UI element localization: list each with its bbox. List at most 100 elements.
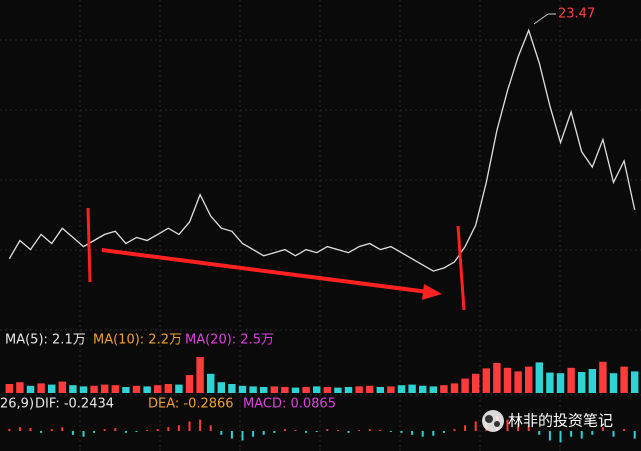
macd-bar (580, 431, 583, 439)
macd-bar (421, 431, 424, 437)
volume-bar (16, 382, 24, 393)
macd-bar (336, 430, 339, 431)
macd-bar (379, 430, 382, 431)
volume-bar (69, 385, 77, 393)
macd-bar (50, 429, 53, 431)
volume-bar (344, 387, 353, 393)
volume-bar (122, 387, 130, 393)
macd-bar (326, 429, 329, 431)
macd-bar (103, 429, 106, 431)
volume-bar (291, 387, 300, 393)
macd-bar (294, 430, 297, 431)
macd-bar (177, 425, 180, 431)
macd-bar (252, 431, 255, 437)
volume-bar (408, 384, 416, 393)
volume-bar (524, 366, 533, 393)
volume-bar (450, 383, 459, 393)
volume-bar (630, 371, 639, 393)
macd-bar (527, 425, 530, 431)
volume-bar (440, 385, 448, 393)
macd-bar (146, 430, 149, 431)
peak-label: 23.47 (558, 7, 595, 22)
volume-bar (471, 373, 480, 393)
volume-bar (5, 384, 14, 393)
volume-bar (365, 385, 374, 393)
macd-bar (442, 431, 445, 433)
macd-bar (400, 431, 403, 433)
macd-bar (262, 431, 265, 435)
volume-bar (132, 385, 141, 393)
macd-bar (29, 428, 32, 431)
macd-bar (432, 431, 435, 436)
volume-bar (270, 386, 279, 393)
macd-bar (633, 431, 636, 439)
volume-bar (312, 386, 321, 393)
volume-bar (196, 357, 204, 393)
volume-bar (58, 381, 67, 393)
macd-bar (591, 431, 594, 435)
macd-bar (474, 421, 477, 431)
macd-bar (167, 427, 170, 431)
volume-bar (302, 387, 310, 393)
macd-bar (506, 419, 509, 431)
watermark-text: 林非的投资笔记 (508, 412, 613, 430)
volume-bar (175, 384, 183, 393)
volume-bar (397, 385, 406, 393)
volume-bar (323, 387, 332, 393)
macd-bar (40, 431, 43, 433)
volume-bar (217, 382, 226, 393)
volume-bar (281, 387, 289, 393)
volume-bar (355, 386, 363, 393)
volume-bar (588, 369, 597, 393)
macd-bar (601, 427, 604, 431)
macd-bar (411, 431, 414, 435)
macd-bar (273, 431, 276, 433)
volume-legend: MA(5): 2.1万 (5, 333, 86, 348)
volume-bar (79, 386, 88, 393)
volume-bar (535, 362, 544, 393)
macd-bar (93, 431, 96, 433)
macd-bar (135, 431, 138, 432)
volume-bar (556, 373, 565, 393)
volume-bar (334, 387, 342, 393)
macd-bar (230, 431, 233, 439)
volume-bar (461, 378, 469, 393)
macd-bar (559, 431, 562, 443)
volume-bar (37, 383, 45, 393)
macd-bar (283, 429, 286, 431)
macd-bar (8, 429, 11, 431)
volume-bar (577, 372, 586, 393)
volume-bar (599, 361, 607, 393)
macd-bar (358, 430, 361, 431)
volume-bar (238, 385, 247, 393)
volume-legend: MA(20): 2.5万 (185, 333, 274, 348)
volume-bar (206, 373, 215, 393)
macd-bar (389, 431, 392, 432)
volume-bar (90, 385, 98, 393)
macd-bar (82, 431, 85, 437)
macd-bar (347, 431, 350, 433)
volume-bar (228, 384, 236, 393)
volume-bar (376, 387, 385, 393)
volume-bar (429, 386, 438, 393)
macd-bar (315, 431, 318, 432)
volume-bar (546, 372, 554, 393)
macd-legend: MACD: 0.0865 (243, 397, 336, 412)
volume-bar (111, 385, 120, 393)
volume-bar (620, 366, 628, 393)
macd-bar (538, 431, 541, 435)
macd-bar (368, 429, 371, 431)
volume-bar (567, 367, 575, 393)
volume-bar (418, 385, 427, 393)
volume-bar (26, 385, 35, 393)
macd-bar (517, 423, 520, 431)
macd-bar (188, 421, 191, 431)
annotations (86, 13, 556, 311)
macd-bar (18, 427, 21, 431)
macd-bar (548, 431, 551, 441)
price-line (8, 28, 636, 272)
volume-bar (482, 368, 491, 393)
volume-bar (185, 375, 194, 393)
